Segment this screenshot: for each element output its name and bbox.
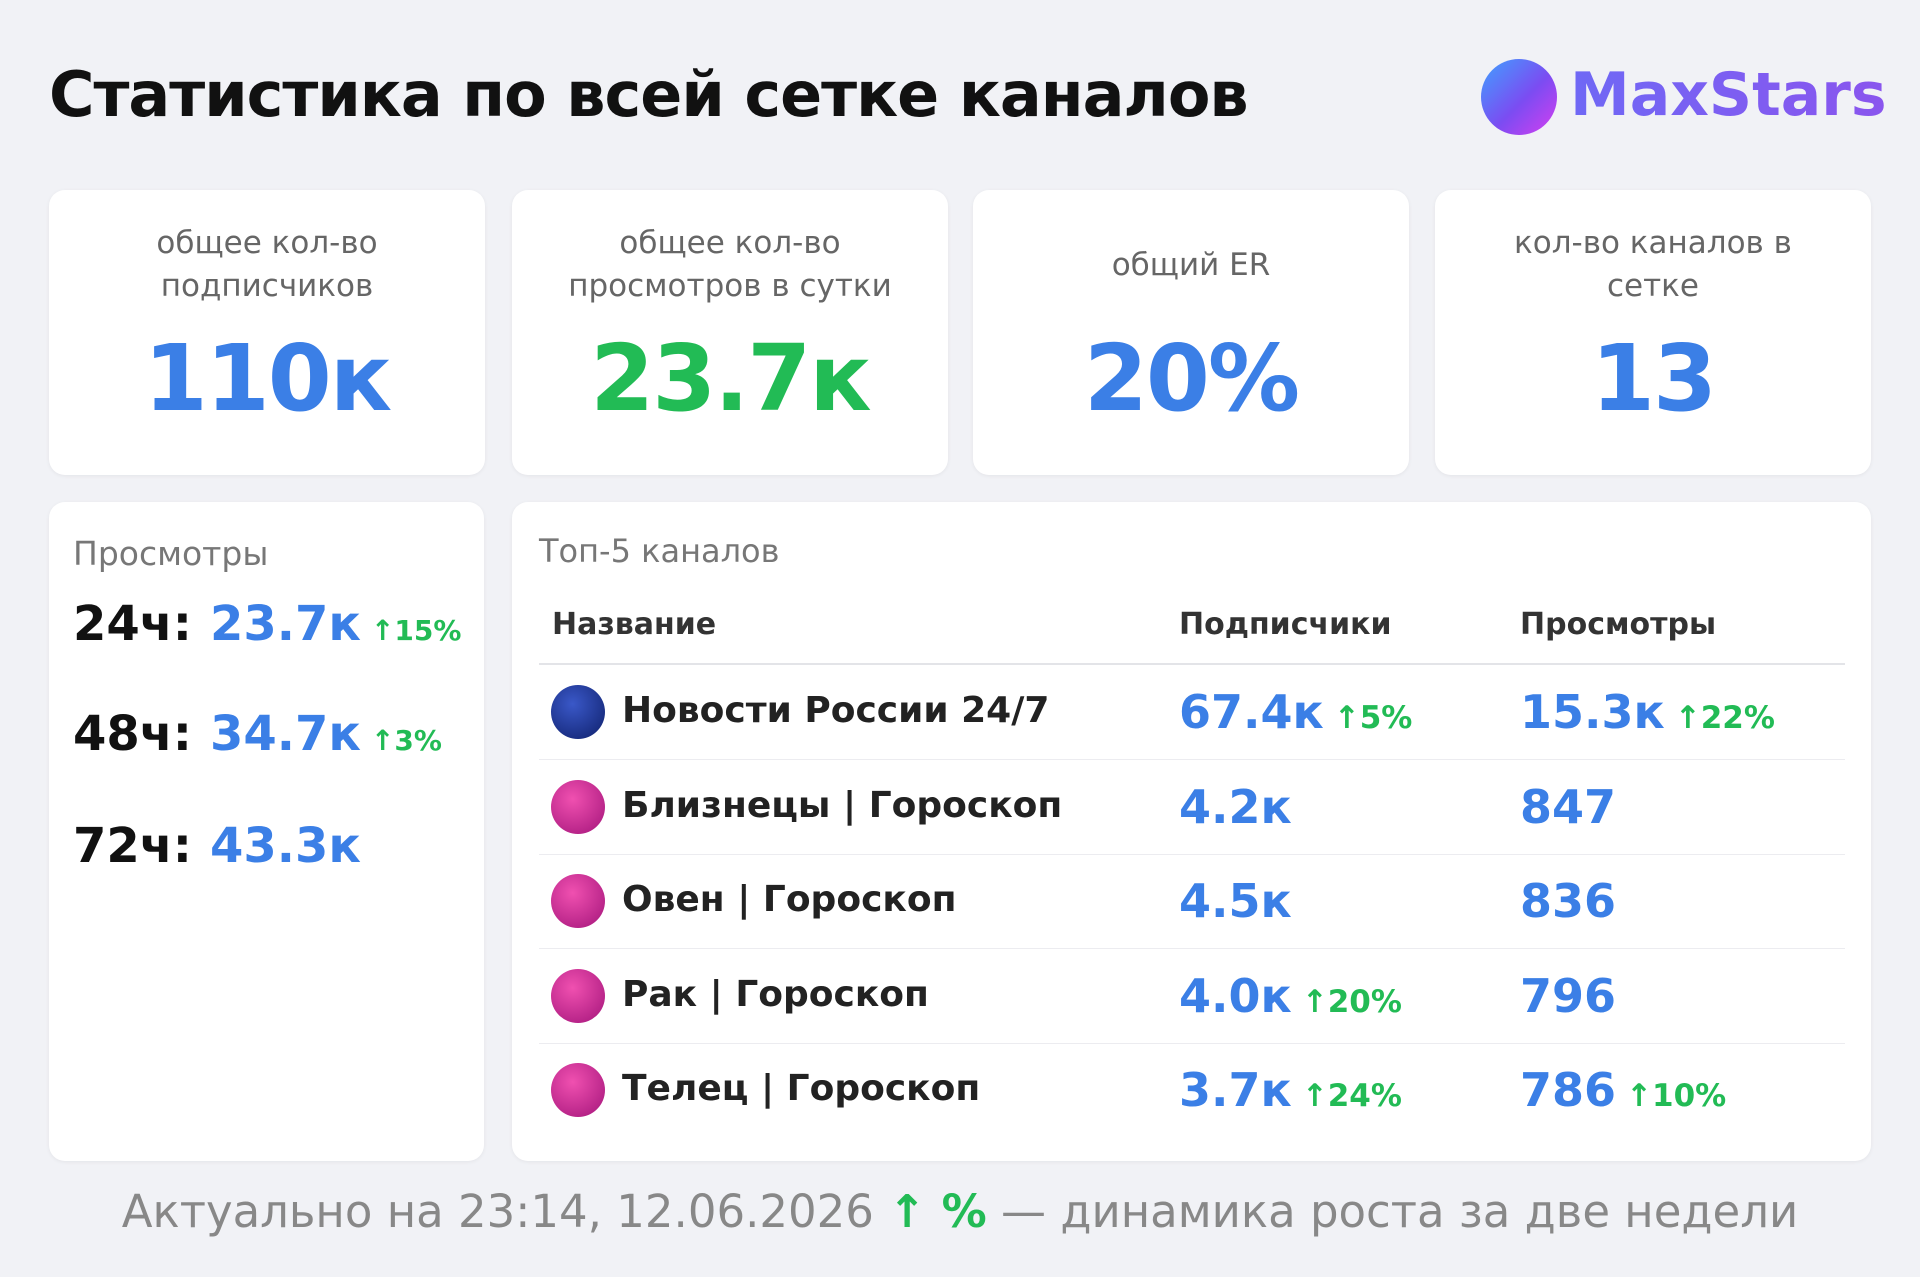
footer-updated: Актуально на 23:14, 12.06.2026 [121, 1185, 874, 1238]
subscribers-change: ↑20% [1301, 983, 1402, 1020]
subscribers-change: ↑24% [1301, 1078, 1402, 1114]
channel-icon [551, 874, 605, 928]
period: 24ч: [73, 596, 192, 652]
stat-value: 13 [1590, 325, 1717, 432]
column-header: Подписчики [1179, 607, 1392, 642]
subscribers-cell: 4.5к [1179, 874, 1292, 928]
column-header: Название [552, 607, 717, 642]
subscribers-cell: 67.4к ↑5% [1179, 685, 1412, 739]
channel-name: Телец | Гороскоп [622, 1068, 981, 1109]
logo-text: MaxStars [1570, 60, 1887, 130]
views-cell: 796 [1520, 969, 1616, 1023]
views-row: 24ч: 23.7к ↑15% [73, 596, 461, 652]
row-divider [539, 759, 1845, 760]
channel-icon [551, 968, 605, 1023]
stat-card: общее кол-во просмотров в сутки 23.7к [512, 190, 948, 475]
divider [539, 663, 1845, 665]
stat-value: 110к [143, 325, 392, 432]
views-value: 43.3к [209, 818, 361, 874]
footer: Актуально на 23:14, 12.06.2026 ↑ % — дин… [0, 1185, 1920, 1238]
views-cell: 836 [1520, 874, 1616, 928]
views-value: 34.7к [209, 706, 361, 762]
views-change: ↑22% [1674, 700, 1775, 736]
stat-label: общий ER [1111, 246, 1271, 283]
views-value: 836 [1520, 874, 1617, 928]
stat-card: кол-во каналов в сетке 13 [1435, 190, 1871, 475]
stat-card: общий ER 20% [973, 190, 1409, 475]
subscribers-cell: 3.7к ↑24% [1179, 1063, 1402, 1117]
views-row: 48ч: 34.7к ↑3% [73, 706, 442, 762]
footer-text: — динамика роста за две недели [1001, 1185, 1799, 1238]
subscribers-value: 3.7к [1179, 1063, 1292, 1117]
logo-icon [1481, 59, 1557, 135]
views-value: 23.7к [209, 596, 361, 652]
views-row: 72ч: 43.3к [73, 818, 361, 874]
views-value: 796 [1520, 968, 1617, 1023]
views-cell: 786 ↑10% [1520, 1063, 1726, 1117]
subscribers-value: 4.2к [1179, 779, 1292, 834]
views-card: Просмотры 24ч: 23.7к ↑15% 48ч: 34.7к ↑3% 72ч: 43… [49, 502, 484, 1161]
column-header: Просмотры [1520, 607, 1717, 642]
subscribers-cell: 4.0к ↑20% [1179, 969, 1402, 1023]
stat-label: кол-во каналов в сетке [1514, 225, 1792, 304]
stat-value: 23.7к [590, 325, 871, 432]
views-change: ↑3% [370, 724, 442, 757]
top-title: Топ-5 каналов [539, 532, 780, 570]
views-title: Просмотры [73, 534, 269, 573]
stat-label: общее кол-во просмотров в сутки [568, 225, 892, 304]
stat-value: 20% [1083, 325, 1300, 432]
channel-name: Рак | Гороскоп [622, 973, 929, 1015]
row-divider [539, 948, 1845, 949]
views-change: ↑15% [370, 614, 462, 647]
views-value: 786 [1520, 1063, 1617, 1117]
row-divider [539, 1042, 1845, 1044]
footer-mark: ↑ % [888, 1185, 987, 1238]
channel-icon [551, 685, 605, 739]
subscribers-value: 4.0к [1179, 968, 1292, 1023]
views-cell: 847 [1520, 780, 1616, 834]
views-cell: 15.3к ↑22% [1520, 685, 1775, 739]
channel-icon [551, 1063, 605, 1117]
page-title: Статистика по всей сетке каналов [49, 58, 1249, 131]
subscribers-value: 67.4к [1179, 685, 1324, 739]
subscribers-value: 4.5к [1179, 874, 1292, 928]
subscribers-change: ↑5% [1333, 700, 1413, 736]
views-value: 15.3к [1520, 685, 1665, 739]
stat-card: общее кол-во подписчиков 110к [49, 190, 485, 475]
channel-icon [551, 779, 605, 834]
channel-name: Близнецы | Гороскоп [622, 784, 1063, 826]
period: 48ч: [73, 706, 192, 762]
period: 72ч: [73, 818, 192, 874]
row-divider [539, 853, 1845, 855]
views-value: 847 [1520, 779, 1617, 834]
top-card: Топ-5 каналов Название Подписчики Просмотры… [512, 502, 1871, 1161]
channel-name: Овен | Гороскоп [622, 879, 957, 920]
views-change: ↑10% [1626, 1078, 1727, 1114]
channel-name: Новости России 24/7 [622, 690, 1050, 731]
subscribers-cell: 4.2к [1179, 780, 1292, 834]
stat-label: общее кол-во подписчиков [156, 225, 378, 304]
